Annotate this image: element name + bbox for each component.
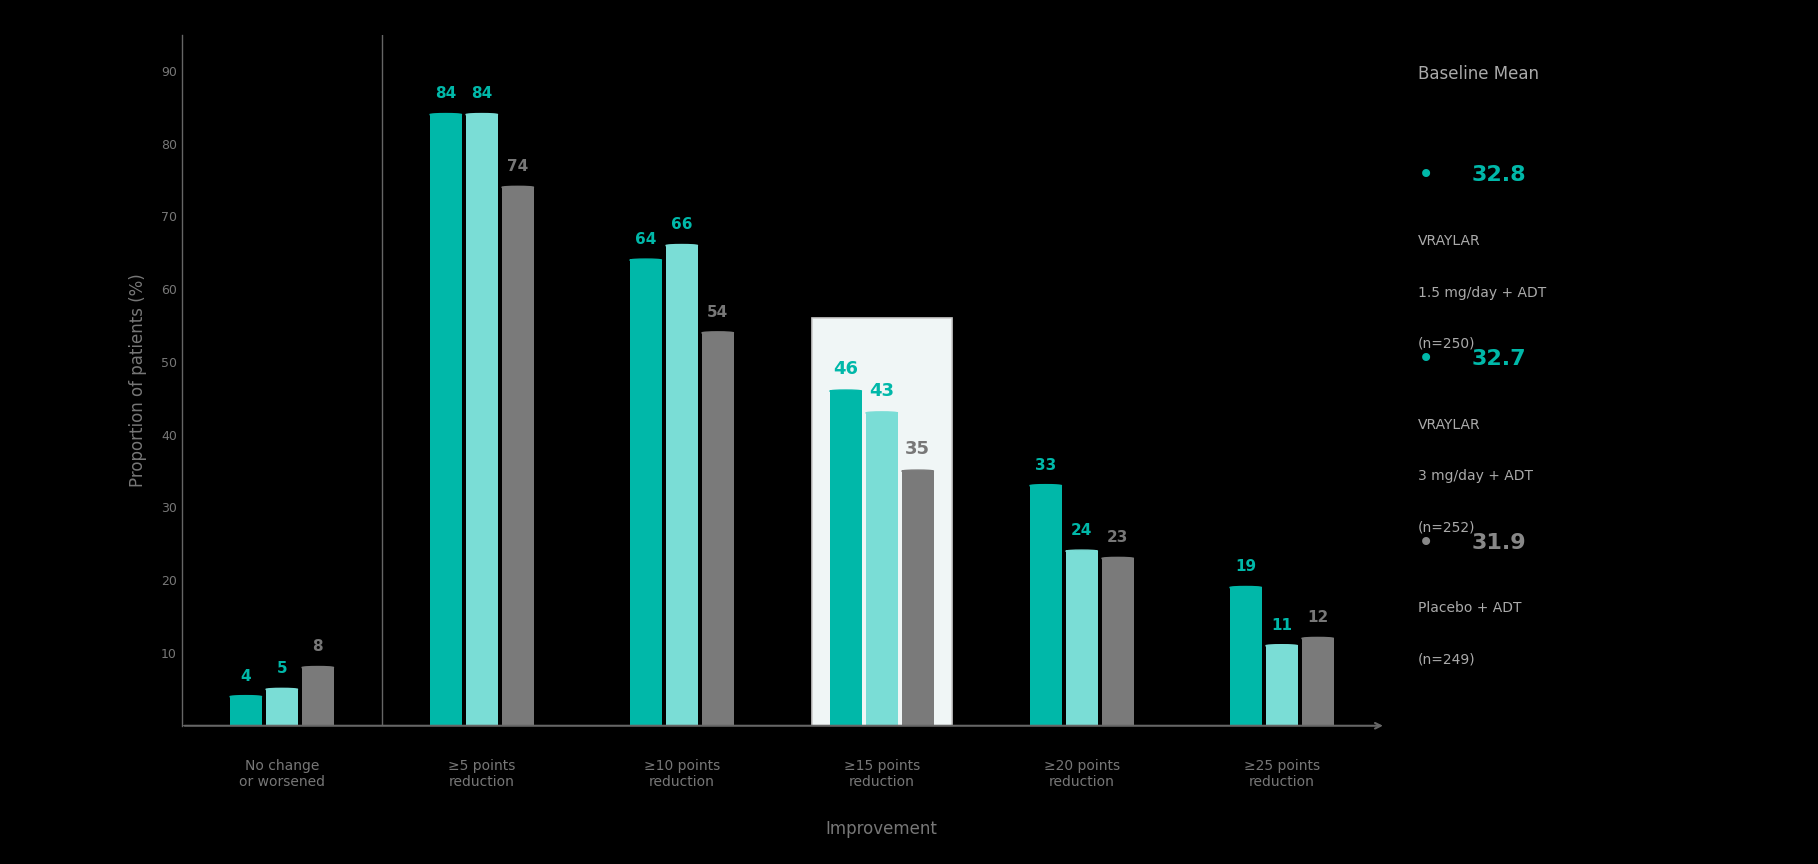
Text: 12: 12 [1307, 610, 1329, 626]
Text: (n=252): (n=252) [1418, 520, 1476, 535]
Text: 64: 64 [634, 232, 656, 247]
Bar [465, 115, 498, 726]
Text: 32.7: 32.7 [1471, 349, 1525, 369]
Text: 74: 74 [507, 159, 529, 175]
Bar [829, 391, 862, 726]
Bar [1029, 486, 1062, 726]
Text: 32.8: 32.8 [1471, 165, 1525, 186]
Text: No change
or worsened: No change or worsened [238, 759, 325, 789]
Text: •: • [1418, 345, 1434, 373]
Text: (n=250): (n=250) [1418, 337, 1476, 351]
Text: 1.5 mg/day + ADT: 1.5 mg/day + ADT [1418, 285, 1547, 300]
Text: Placebo + ADT: Placebo + ADT [1418, 601, 1522, 615]
Text: ≥5 points
reduction: ≥5 points reduction [447, 759, 516, 789]
Ellipse shape [265, 689, 298, 690]
Text: ≥25 points
reduction: ≥25 points reduction [1244, 759, 1320, 789]
Bar [1065, 551, 1098, 726]
Bar [702, 333, 734, 726]
Text: 84: 84 [435, 86, 456, 101]
Text: 66: 66 [671, 218, 693, 232]
Text: 46: 46 [833, 360, 858, 378]
Bar [429, 115, 462, 726]
Ellipse shape [702, 332, 734, 334]
Bar [502, 187, 534, 726]
Ellipse shape [1065, 550, 1098, 552]
Text: 84: 84 [471, 86, 493, 101]
Ellipse shape [829, 390, 862, 392]
Text: 54: 54 [707, 305, 729, 320]
Ellipse shape [1265, 645, 1298, 647]
Ellipse shape [429, 113, 462, 116]
Bar [629, 260, 662, 726]
Text: Improvement: Improvement [825, 820, 938, 838]
Text: ≥20 points
reduction: ≥20 points reduction [1044, 759, 1120, 789]
Bar [1302, 638, 1334, 726]
Text: 43: 43 [869, 382, 894, 400]
Bar [902, 471, 934, 726]
FancyBboxPatch shape [811, 318, 953, 729]
Bar [1265, 645, 1298, 726]
Bar [1229, 588, 1262, 726]
Text: 11: 11 [1271, 618, 1293, 632]
Text: 5: 5 [276, 661, 287, 677]
Text: 19: 19 [1234, 559, 1256, 575]
Bar [265, 689, 298, 726]
Bar [302, 668, 335, 726]
Text: 31.9: 31.9 [1471, 532, 1525, 553]
Text: ≥10 points
reduction: ≥10 points reduction [644, 759, 720, 789]
Text: (n=249): (n=249) [1418, 653, 1476, 667]
Ellipse shape [902, 470, 934, 472]
Ellipse shape [1029, 485, 1062, 486]
Ellipse shape [629, 259, 662, 261]
Text: 3 mg/day + ADT: 3 mg/day + ADT [1418, 469, 1533, 483]
Ellipse shape [465, 113, 498, 116]
Text: 33: 33 [1034, 458, 1056, 473]
Ellipse shape [302, 666, 335, 669]
Text: 4: 4 [240, 669, 251, 683]
Text: 8: 8 [313, 639, 324, 654]
Text: VRAYLAR: VRAYLAR [1418, 418, 1480, 432]
Text: 24: 24 [1071, 523, 1093, 538]
Ellipse shape [1302, 638, 1334, 639]
Ellipse shape [229, 696, 262, 698]
Text: ≥15 points
reduction: ≥15 points reduction [844, 759, 920, 789]
Ellipse shape [1229, 587, 1262, 588]
Y-axis label: Proportion of patients (%): Proportion of patients (%) [129, 273, 147, 487]
Text: VRAYLAR: VRAYLAR [1418, 234, 1480, 248]
Bar [1102, 558, 1134, 726]
Text: •: • [1418, 529, 1434, 556]
Bar [665, 245, 698, 726]
Text: 23: 23 [1107, 530, 1129, 545]
Text: Baseline Mean: Baseline Mean [1418, 66, 1540, 83]
Text: 35: 35 [905, 440, 931, 458]
Ellipse shape [502, 187, 534, 188]
Bar [229, 696, 262, 726]
Bar [865, 413, 898, 726]
Text: •: • [1418, 162, 1434, 189]
Ellipse shape [665, 245, 698, 246]
Ellipse shape [1102, 557, 1134, 560]
Ellipse shape [865, 412, 898, 414]
